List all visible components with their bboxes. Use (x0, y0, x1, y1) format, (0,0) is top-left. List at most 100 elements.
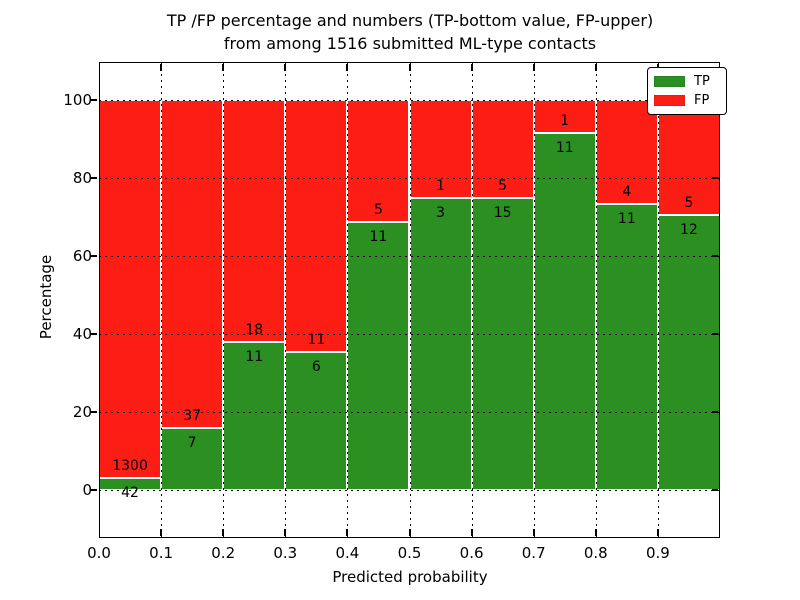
bar-value-label-fp: 37 (183, 407, 202, 424)
x-tick-label: 0.8 (583, 544, 608, 562)
y-tick-mark-right (712, 333, 718, 335)
gridline-vertical (533, 62, 535, 538)
bar-value-label-fp: 4 (622, 184, 632, 200)
legend-row-tp: TP (654, 72, 720, 91)
x-tick-mark (160, 529, 163, 536)
bar-value-label-tp: 42 (121, 484, 139, 501)
x-tick-label: 0.0 (87, 544, 111, 562)
bar-value-label-tp: 6 (311, 359, 321, 376)
tick-marks-layer (90, 62, 720, 538)
bar-value-label-fp: 18 (245, 322, 264, 339)
y-tick-label: 40 (72, 325, 92, 343)
gridline-vertical (471, 62, 473, 538)
gridline-vertical (161, 62, 163, 538)
x-tick-mark (408, 529, 411, 536)
x-tick-mark-top (408, 64, 411, 71)
gridline-vertical (223, 62, 225, 538)
gridline-vertical (285, 62, 287, 538)
y-tick-mark (90, 177, 97, 179)
x-tick-label: 0.6 (459, 544, 484, 562)
gridline-vertical (595, 62, 597, 538)
x-tick-mark-top (532, 64, 535, 71)
bars-layer (99, 62, 720, 538)
x-tick-label: 0.7 (521, 544, 546, 562)
bar-tp-segment (161, 427, 224, 490)
bar-value-label-fp: 11 (307, 332, 326, 349)
x-axis-label: Predicted probability (332, 568, 488, 586)
bar-value-label-tp: 11 (555, 139, 574, 156)
bar-fp-segment (285, 100, 348, 353)
x-tick-label: 0.2 (211, 544, 236, 562)
x-tick-mark (222, 529, 225, 536)
x-tick-mark (594, 529, 597, 536)
bar-value-label-tp: 7 (187, 434, 197, 451)
grid-layer (99, 62, 720, 538)
x-tick-mark (346, 529, 349, 536)
y-tick-mark (90, 99, 97, 101)
x-tick-mark (284, 529, 287, 536)
gridline-vertical (409, 62, 411, 538)
y-tick-label: 100 (63, 91, 92, 109)
y-tick-mark (90, 489, 97, 491)
x-tick-label: 0.9 (645, 544, 670, 562)
x-tick-mark-top (222, 64, 225, 71)
bar-fp-segment (595, 100, 658, 204)
gridline-vertical (657, 62, 659, 538)
x-tick-label: 0.1 (149, 544, 174, 562)
bar-value-label-fp: 5 (498, 177, 508, 194)
legend-row-fp: FP (654, 91, 720, 110)
bar-fp-segment (161, 100, 224, 428)
x-tick-mark-top (470, 64, 473, 71)
y-tick-mark-right (712, 489, 718, 491)
chart-title-line2: from among 1516 submitted ML-type contac… (223, 34, 597, 53)
bar-value-label-fp: 1 (436, 177, 446, 194)
chart-title: TP /FP percentage and numbers (TP-bottom… (167, 9, 653, 55)
bar-value-label-tp: 3 (436, 204, 446, 221)
bar-value-label-tp: 11 (617, 211, 636, 227)
x-tick-mark (470, 529, 473, 536)
y-tick-label: 80 (72, 169, 92, 187)
x-tick-mark (532, 529, 535, 536)
bar-tp-segment (409, 197, 472, 490)
plot-area: 1300 42 37 7 18 11 11 6 5 11 1 3 5 15 1 11 4 11 5 12 TP FP (90, 62, 727, 538)
bar-value-label-fp: 5 (373, 201, 383, 218)
y-tick-mark-right (712, 255, 718, 257)
y-tick-mark (90, 255, 97, 257)
bar-tp-segment (533, 132, 596, 490)
bar-value-label-fp: 5 (684, 194, 694, 211)
bar-fp-segment (99, 100, 162, 478)
bar-tp-segment (471, 197, 534, 490)
axes-spines (99, 62, 720, 538)
bar-labels-layer: 1300 42 37 7 18 11 11 6 5 11 1 3 5 15 1 11 4 11 5 12 (99, 62, 720, 538)
x-tick-mark (656, 529, 659, 536)
y-tick-mark-right (712, 411, 718, 413)
y-tick-mark (90, 333, 97, 335)
y-tick-label: 20 (72, 403, 92, 421)
y-tick-mark-right (712, 177, 718, 179)
y-tick-mark (90, 411, 97, 413)
y-tick-label: 60 (72, 247, 92, 265)
fp-legend-swatch (654, 95, 685, 106)
chart-title-line1: TP /FP percentage and numbers (TP-bottom… (166, 11, 654, 30)
bar-value-label-tp: 11 (245, 349, 264, 366)
x-tick-label: 0.5 (397, 544, 422, 562)
bar-value-label-fp: 1 (560, 112, 570, 129)
x-tick-mark-top (346, 64, 349, 71)
tp-legend-label: TP (694, 73, 710, 89)
y-tick-label: 0 (82, 481, 92, 499)
x-tick-label: 0.4 (335, 544, 360, 562)
bar-tp-segment (657, 214, 720, 490)
bar-value-label-tp: 11 (369, 228, 388, 245)
x-tick-mark-top (160, 64, 163, 71)
x-tick-mark-top (284, 64, 287, 71)
bar-value-label-tp: 12 (680, 221, 698, 238)
gridline-vertical (347, 62, 349, 538)
bar-value-label-fp: 1300 (112, 457, 148, 474)
fp-legend-label: FP (694, 92, 710, 108)
legend: TP FP (647, 67, 727, 115)
bar-value-label-tp: 15 (493, 204, 512, 221)
x-tick-mark-top (594, 64, 597, 71)
tp-legend-swatch (654, 76, 685, 87)
y-axis-label: Percentage (37, 254, 55, 340)
